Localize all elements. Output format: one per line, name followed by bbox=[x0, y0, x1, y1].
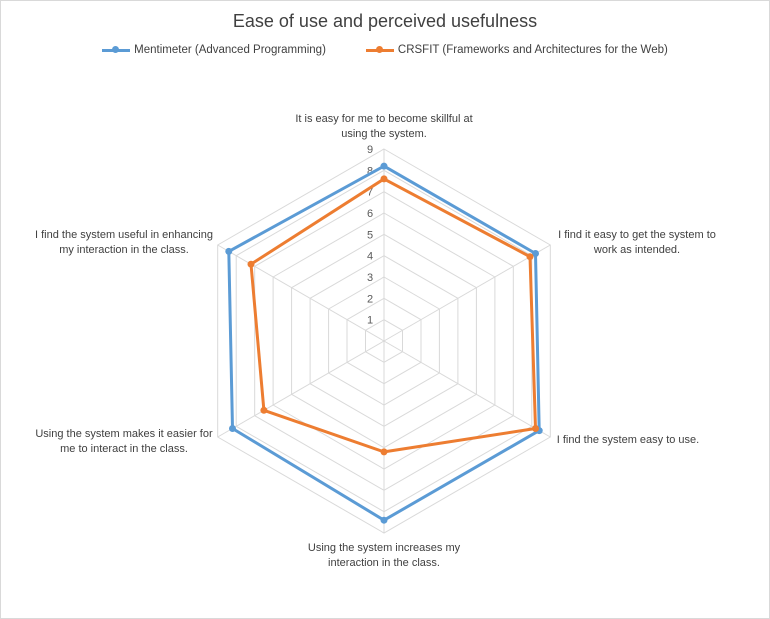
legend-swatch-mentimeter bbox=[102, 45, 131, 55]
category-label-1-line-0: I find it easy to get the system to bbox=[558, 229, 716, 241]
tick-label-1: 1 bbox=[367, 315, 373, 327]
legend: Mentimeter (Advanced Programming) CRSFIT… bbox=[0, 44, 770, 56]
tick-label-7: 7 bbox=[367, 187, 373, 199]
legend-item-mentimeter: Mentimeter (Advanced Programming) bbox=[102, 44, 326, 56]
category-label-4-line-0: Using the system makes it easier for bbox=[35, 428, 213, 440]
tick-label-8: 8 bbox=[367, 165, 373, 177]
legend-label-crsfit: CRSFIT (Frameworks and Architectures for… bbox=[397, 44, 668, 56]
series-1-point-0 bbox=[380, 175, 388, 183]
category-label-4-line-1: me to interact in the class. bbox=[60, 443, 188, 455]
category-label-3-line-0: Using the system increases my bbox=[308, 542, 461, 554]
series-1-point-3 bbox=[380, 448, 388, 456]
category-label-5-line-0: I find the system useful in enhancing bbox=[35, 229, 213, 241]
category-label-3-line-1: interaction in the class. bbox=[328, 557, 440, 569]
spoke-1 bbox=[383, 244, 551, 342]
tick-label-3: 3 bbox=[367, 272, 373, 284]
legend-swatch-crsfit bbox=[365, 45, 394, 55]
tick-label-9: 9 bbox=[367, 144, 373, 156]
tick-label-5: 5 bbox=[367, 229, 373, 241]
tick-label-6: 6 bbox=[367, 208, 373, 220]
chart-title: Ease of use and perceived usefulness bbox=[232, 11, 538, 31]
spoke-2 bbox=[383, 340, 551, 438]
category-label-1-line-1: work as intended. bbox=[593, 244, 680, 256]
series-1-point-2 bbox=[532, 425, 539, 432]
series-0-point-1 bbox=[532, 250, 539, 257]
series-1-point-4 bbox=[260, 406, 268, 414]
spoke-5 bbox=[217, 244, 385, 342]
category-label-0-line-1: using the system. bbox=[341, 128, 427, 140]
series-1-point-1 bbox=[526, 253, 534, 261]
series-0-point-5 bbox=[225, 247, 233, 255]
series-line-1 bbox=[249, 177, 537, 454]
legend-item-crsfit: CRSFIT (Frameworks and Architectures for… bbox=[365, 44, 668, 56]
legend-label-mentimeter: Mentimeter (Advanced Programming) bbox=[134, 44, 326, 56]
series-0-point-0 bbox=[380, 162, 388, 170]
series-0-point-4 bbox=[229, 425, 236, 432]
spoke-4 bbox=[217, 340, 385, 438]
category-label-2-line-0: I find the system easy to use. bbox=[557, 434, 699, 446]
tick-label-2: 2 bbox=[367, 293, 373, 305]
tick-label-4: 4 bbox=[367, 251, 373, 263]
series-1-point-5 bbox=[247, 260, 255, 268]
category-label-5-line-1: my interaction in the class. bbox=[59, 244, 189, 256]
series-0-point-3 bbox=[380, 516, 388, 524]
category-label-0-line-0: It is easy for me to become skillful at bbox=[295, 113, 472, 125]
